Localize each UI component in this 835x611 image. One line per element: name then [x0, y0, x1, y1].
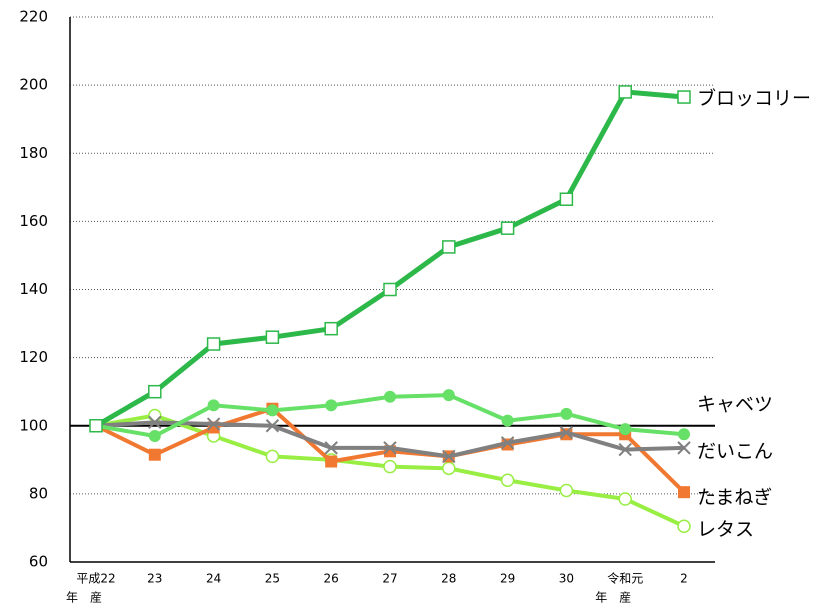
x-tick-note: 年 産 [66, 590, 102, 605]
marker [500, 436, 515, 450]
marker [148, 384, 162, 399]
marker [618, 85, 632, 99]
marker [442, 461, 456, 476]
marker [618, 492, 632, 506]
x-tick-label: 平成22 [76, 572, 115, 586]
y-tick-label: 60 [29, 553, 48, 571]
marker [501, 414, 514, 427]
marker [148, 448, 161, 461]
y-tick-label: 80 [29, 484, 48, 502]
y-tick-label: 140 [19, 280, 48, 298]
series-label: ブロッコリー [697, 87, 811, 110]
y-tick-label: 160 [19, 212, 48, 230]
marker [206, 337, 221, 351]
marker [678, 486, 690, 499]
series-label: たまねぎ [697, 487, 772, 509]
y-tick-label: 100 [19, 416, 48, 434]
marker [265, 419, 280, 433]
series-label: キャベツ [697, 394, 773, 416]
x-tick-label: 23 [147, 572, 162, 586]
marker [325, 399, 338, 412]
x-tick-label: 28 [441, 572, 456, 586]
x-tick-note: 年 産 [595, 590, 631, 605]
marker [148, 415, 162, 430]
marker [560, 407, 573, 420]
marker [324, 441, 338, 455]
marker [618, 442, 632, 457]
marker [207, 399, 220, 412]
marker [325, 455, 338, 468]
marker [677, 441, 691, 455]
y-tick-label: 200 [19, 76, 48, 94]
x-tick-label: 令和元 [607, 571, 643, 586]
marker [89, 419, 103, 433]
x-tick-label: 26 [324, 572, 339, 586]
marker [677, 90, 691, 104]
marker [559, 425, 574, 440]
marker [206, 417, 221, 431]
marker [266, 404, 279, 417]
marker [500, 221, 515, 235]
y-tick-label: 120 [19, 348, 48, 366]
x-tick-label: 30 [559, 572, 574, 586]
marker [619, 423, 632, 436]
series-label: だいこん [697, 441, 773, 463]
x-tick-label: 25 [265, 572, 280, 586]
marker [148, 429, 161, 442]
marker [324, 321, 338, 336]
series-line [94, 89, 685, 428]
marker [384, 390, 396, 403]
marker [677, 519, 691, 533]
marker [265, 449, 280, 464]
marker [383, 459, 397, 474]
marker [442, 389, 455, 402]
marker [442, 240, 456, 254]
x-tick-label: 2 [680, 572, 688, 586]
x-tick-label: 29 [500, 572, 515, 586]
marker [500, 473, 515, 487]
series-label: レタス [697, 519, 754, 541]
marker [442, 449, 456, 464]
marker [559, 192, 574, 206]
x-tick-label: 27 [382, 572, 397, 586]
x-tick-label: 24 [206, 572, 221, 586]
marker [383, 282, 397, 297]
marker [678, 428, 690, 441]
y-tick-label: 180 [19, 144, 48, 162]
marker [265, 330, 280, 344]
marker [383, 441, 397, 455]
marker [148, 408, 162, 423]
y-tick-label: 220 [19, 8, 48, 26]
marker [559, 483, 574, 498]
